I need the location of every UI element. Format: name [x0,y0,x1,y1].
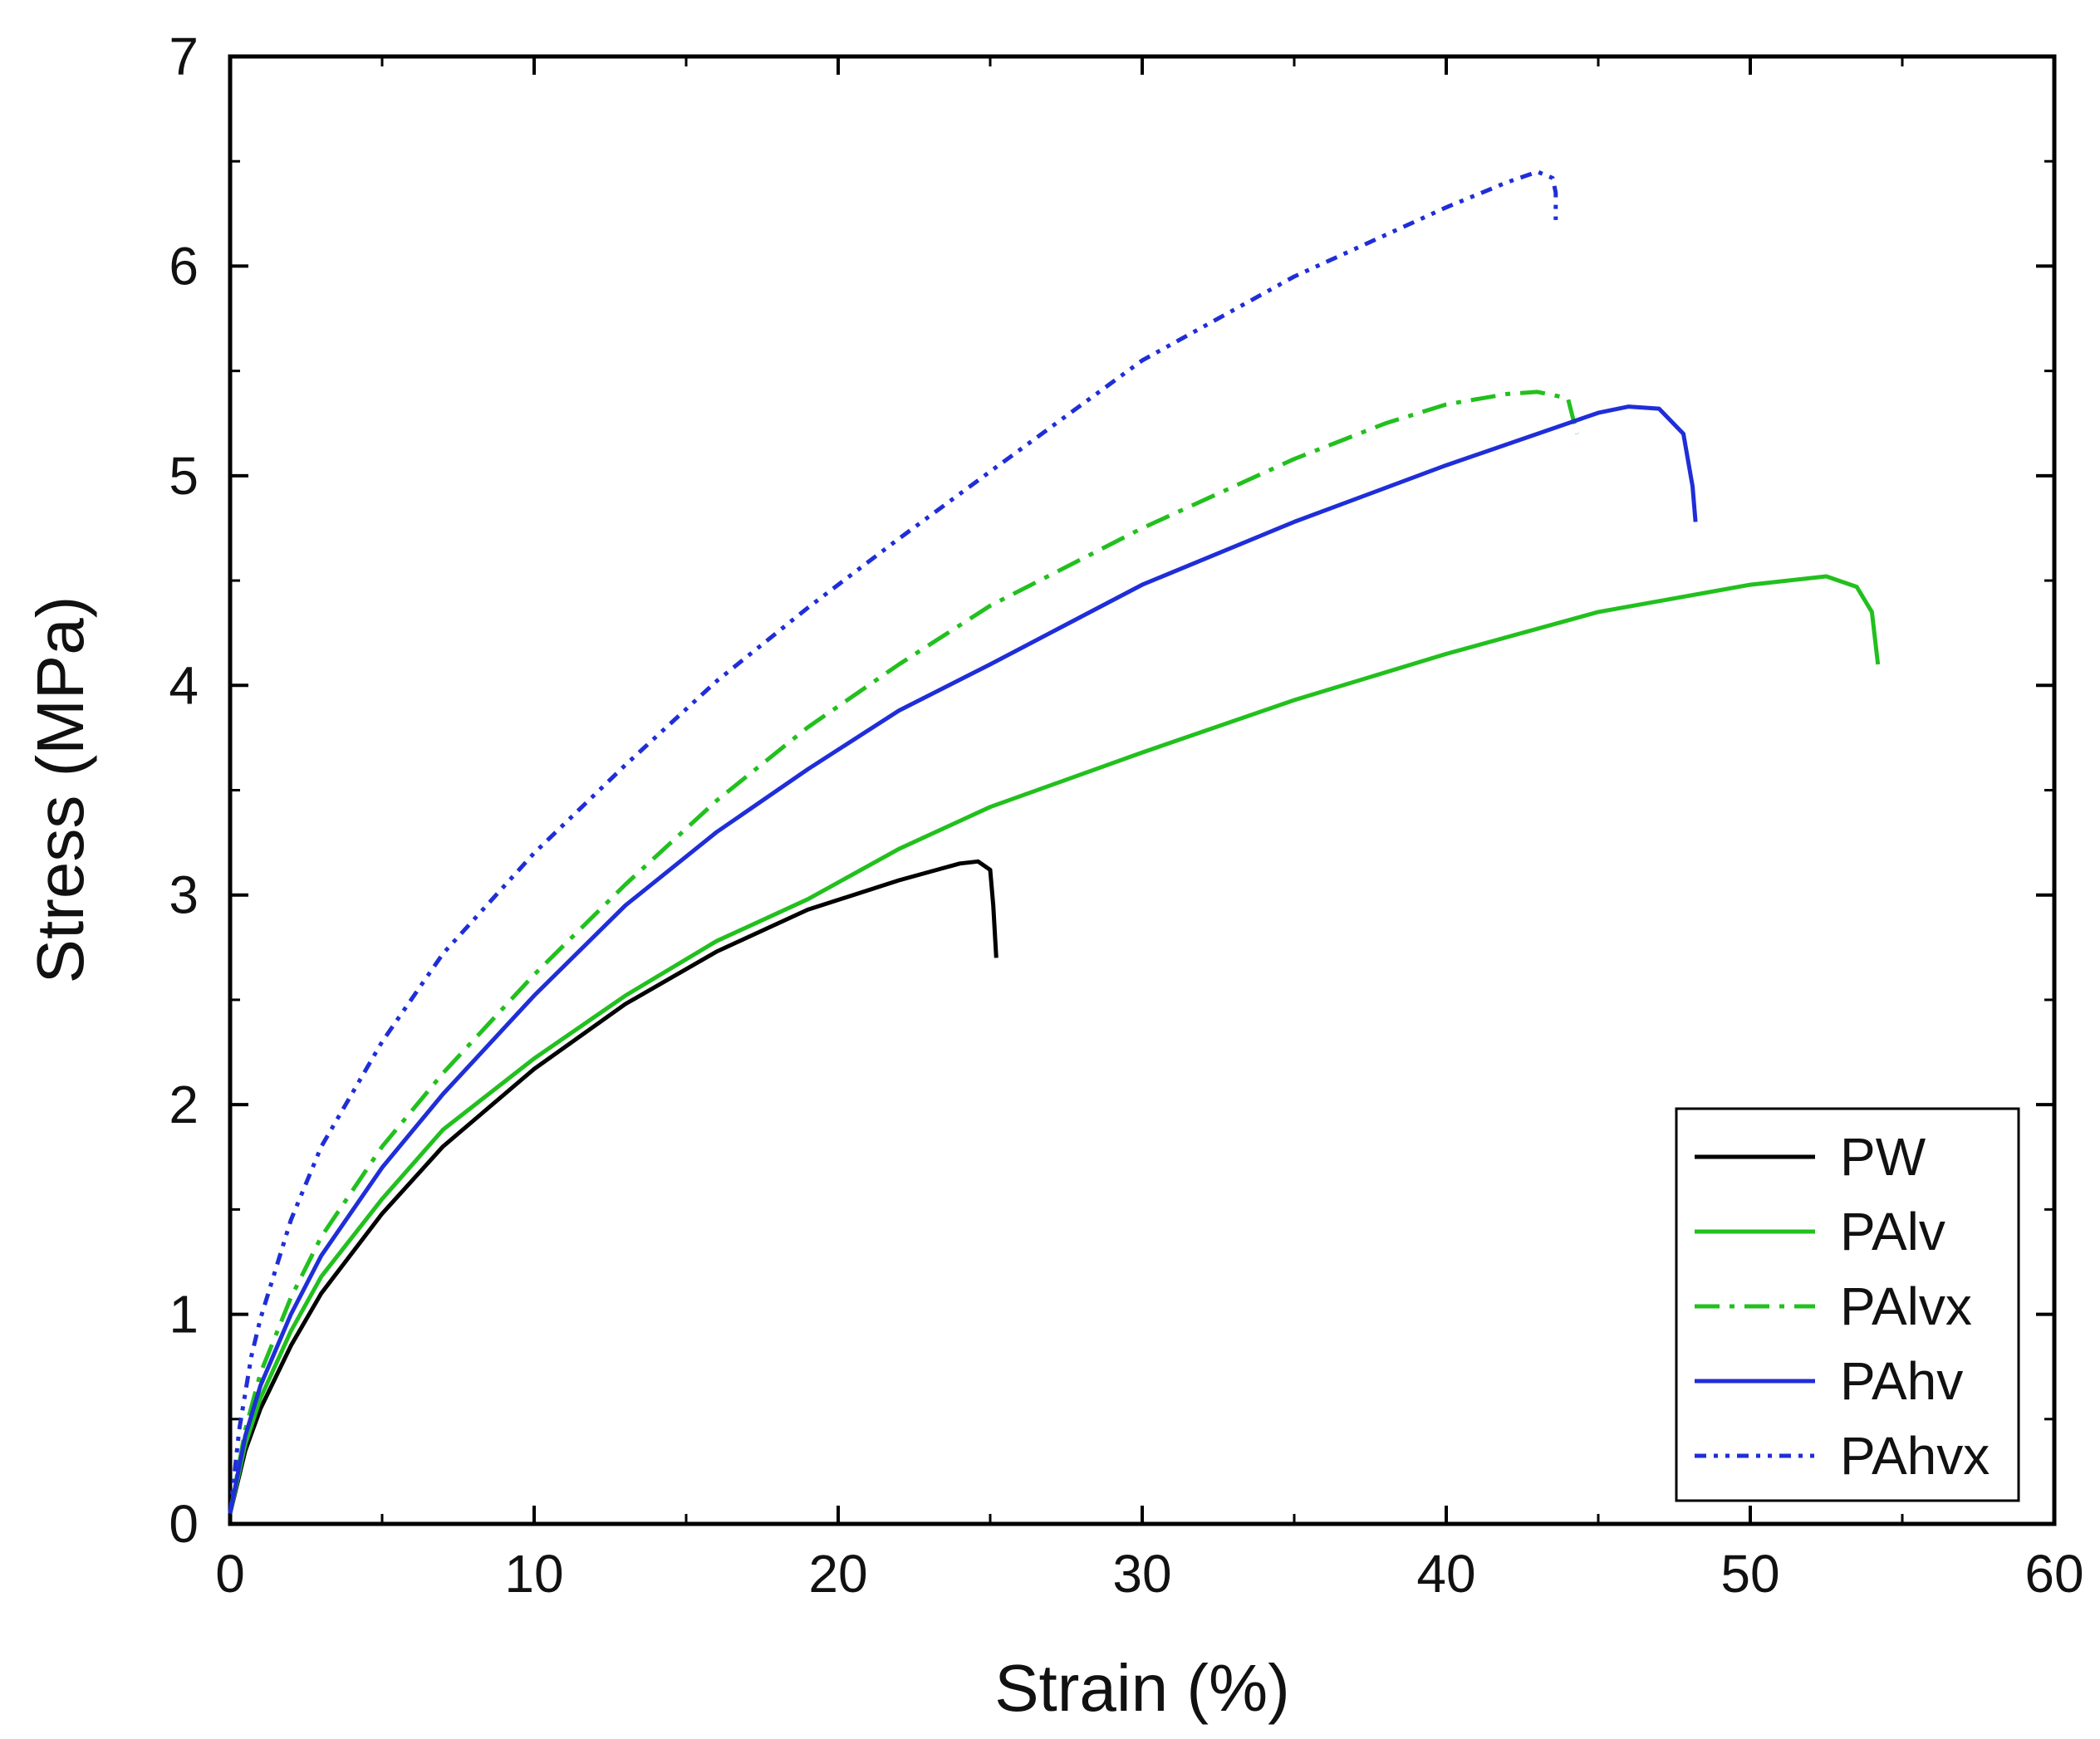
legend: PW PAlv PAlvx PAhv PAhvx [1675,1107,2020,1502]
legend-label-pahv: PAhv [1840,1351,1963,1411]
series-line-pahv [228,404,1698,1514]
y-tick-label: 7 [169,27,199,86]
x-tick-label: 30 [1112,1544,1171,1604]
series-line-pw [228,859,998,1514]
legend-label-palv: PAlv [1840,1202,1945,1261]
legend-label-palvx: PAlvx [1840,1276,1972,1336]
y-tick-label: 3 [169,865,199,925]
y-tick-label: 1 [169,1285,199,1345]
x-tick-label: 0 [215,1544,245,1604]
y-tick-label: 4 [169,655,199,715]
x-tick-label: 50 [1720,1544,1779,1604]
series-line-palv [228,574,1881,1514]
legend-label-pahvx: PAhvx [1840,1426,1990,1486]
x-tick-label: 20 [808,1544,867,1604]
x-tick-label: 40 [1416,1544,1475,1604]
ticks-layer: 0 10 20 30 40 50 60 0 1 2 3 4 5 6 7 [169,27,2083,1604]
x-tick-label: 60 [2024,1544,2083,1604]
x-axis-label: Strain (%) [994,1651,1290,1725]
y-tick-label: 2 [169,1075,199,1134]
y-tick-label: 5 [169,446,199,506]
series-line-pahvx [228,169,1558,1514]
legend-label-pw: PW [1840,1127,1926,1187]
y-tick-label: 0 [169,1494,199,1554]
y-axis-label: Stress (MPa) [23,596,97,984]
series-line-palvx [228,389,1579,1514]
series-layer [228,169,1881,1514]
y-tick-label: 6 [169,236,199,296]
x-tick-label: 10 [504,1544,563,1604]
